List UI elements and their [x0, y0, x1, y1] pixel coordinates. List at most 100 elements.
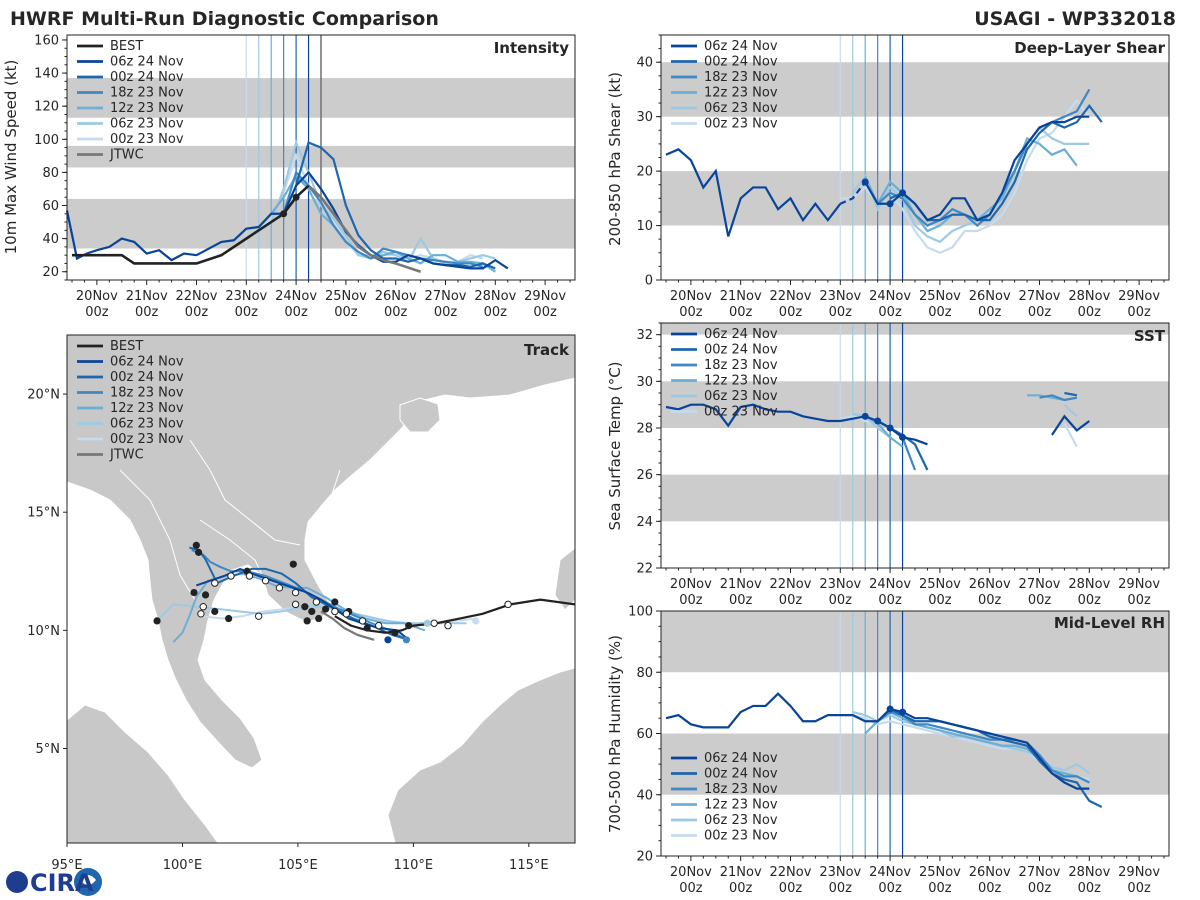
track-marker-open [227, 572, 235, 580]
sst-xtick-date: 26Nov [969, 577, 1011, 592]
shear-legend-label: 00z 23 Nov [704, 117, 778, 132]
track-series-line [320, 610, 375, 641]
shear-ytick-label: 30 [636, 110, 653, 125]
cira-logo: CIRA [6, 868, 102, 897]
track-marker-filled [308, 607, 316, 616]
sst-xtick-date: 25Nov [919, 577, 961, 592]
sst-xtick-hour: 00z [679, 593, 703, 608]
sst-ytick-label: 22 [636, 562, 653, 577]
track-land [67, 335, 575, 843]
shear-legend-label: 12z 23 Nov [704, 86, 778, 101]
track-marker-filled [303, 617, 311, 625]
track-marker-filled [363, 624, 371, 632]
intensity-xtick-date: 24Nov [275, 289, 317, 304]
track-marker-open [197, 610, 205, 618]
sst-xtick-hour: 00z [878, 593, 902, 608]
shear-panel: 01020304020Nov00z21Nov00z22Nov00z23Nov00… [606, 34, 1170, 320]
rh-xtick-hour: 00z [679, 881, 703, 896]
shear-title: Deep-Layer Shear [1014, 39, 1165, 57]
track-marker-filled [301, 603, 309, 611]
sst-xtick-date: 28Nov [1068, 577, 1110, 592]
rh-legend-label: 00z 24 Nov [704, 767, 778, 782]
intensity-legend-label: JTWC [109, 148, 144, 163]
rh-xtick-date: 27Nov [1019, 865, 1061, 880]
palawan-island [554, 547, 575, 611]
track-title: Track [524, 341, 570, 359]
track-marker-run [384, 636, 392, 644]
track-marker-filled [331, 598, 339, 606]
rh-ylabel: 700-500 hPa Humidity (%) [606, 635, 624, 833]
intensity-legend-label: BEST [110, 39, 143, 54]
intensity-xtick-hour: 00z [284, 305, 308, 320]
track-marker-filled [391, 629, 399, 637]
sst-ytick-label: 28 [636, 422, 653, 437]
rh-xtick-hour: 00z [829, 881, 853, 896]
sst-series-line [1063, 422, 1078, 448]
rh-panel: 2040608010020Nov00z21Nov00z22Nov00z23Nov… [606, 605, 1170, 896]
track-ytick-label: 5°N [36, 742, 61, 757]
intensity-ytick-label: 160 [34, 33, 59, 48]
sst-marker [899, 433, 907, 441]
shear-ytick-label: 20 [636, 165, 653, 180]
track-marker-filled [190, 588, 198, 597]
sst-legend-label: 12z 23 Nov [704, 374, 778, 389]
sst-marker [861, 412, 869, 420]
rh-plot-area: 2040608010020Nov00z21Nov00z22Nov00z23Nov… [628, 605, 1170, 896]
track-marker-open [358, 617, 367, 625]
rh-ytick-label: 80 [636, 666, 653, 681]
shear-xtick-date: 26Nov [969, 289, 1011, 304]
shear-xtick-hour: 00z [878, 305, 902, 320]
track-legend-label: BEST [110, 339, 143, 354]
track-ytick-label: 20°N [27, 388, 60, 403]
sst-legend-label: 00z 23 Nov [704, 405, 778, 420]
shear-ylabel: 200-850 hPa Shear (kt) [606, 72, 624, 246]
rh-xtick-date: 22Nov [770, 865, 812, 880]
track-marker-filled [192, 541, 200, 549]
intensity-xtick-date: 22Nov [176, 289, 218, 304]
figure-title: HWRF Multi-Run Diagnostic Comparison [10, 8, 439, 30]
sst-ytick-label: 30 [636, 375, 653, 390]
track-marker-open [504, 600, 512, 609]
track-series-line [191, 549, 407, 641]
intensity-series-line [282, 170, 484, 268]
hainan-island [399, 397, 441, 433]
rh-xtick-hour: 00z [978, 881, 1002, 896]
track-legend-label: 06z 24 Nov [110, 355, 184, 370]
rh-xtick-hour: 00z [1127, 881, 1151, 896]
rh-series-line [665, 692, 1090, 790]
shear-xtick-date: 28Nov [1068, 289, 1110, 304]
sst-panel: 22242628303220Nov00z21Nov00z22Nov00z23No… [606, 322, 1170, 608]
sst-legend-label: 18z 23 Nov [704, 358, 778, 373]
rh-xtick-date: 25Nov [919, 865, 961, 880]
rh-xtick-hour: 00z [928, 881, 952, 896]
track-marker-filled [153, 617, 161, 625]
rh-xtick-date: 28Nov [1068, 865, 1110, 880]
sst-xtick-hour: 00z [928, 593, 952, 608]
intensity-legend-label: 06z 24 Nov [110, 55, 184, 70]
track-marker-open [342, 610, 351, 618]
rh-xtick-date: 24Nov [869, 865, 911, 880]
shear-ytick-label: 0 [645, 274, 653, 289]
rh-series-line [876, 710, 1090, 784]
intensity-xtick-hour: 00z [334, 305, 358, 320]
intensity-ytick-label: 80 [42, 166, 59, 181]
sst-xtick-hour: 00z [829, 593, 853, 608]
track-marker-open [430, 619, 438, 627]
intensity-legend-label: 00z 24 Nov [110, 70, 184, 85]
sumatra-island [67, 704, 219, 843]
intensity-plot-area: 2040608010012014016020Nov00z21Nov00z22No… [34, 33, 576, 320]
sst-xtick-hour: 00z [1127, 593, 1151, 608]
rh-xtick-date: 23Nov [819, 865, 861, 880]
shear-ytick-label: 10 [636, 219, 653, 234]
intensity-panel: 2040608010012014016020Nov00z21Nov00z22No… [2, 33, 576, 320]
track-legend-label: JTWC [109, 448, 144, 463]
shear-band [661, 62, 1169, 117]
shear-xtick-hour: 00z [978, 305, 1002, 320]
track-marker-filled [195, 548, 203, 556]
shear-plot-area: 01020304020Nov00z21Nov00z22Nov00z23Nov00… [636, 34, 1170, 320]
intensity-xtick-date: 26Nov [375, 289, 417, 304]
sst-ytick-label: 24 [636, 515, 653, 530]
sst-marker [874, 417, 882, 425]
shear-series-line [851, 125, 1090, 244]
sst-band [661, 474, 1169, 522]
